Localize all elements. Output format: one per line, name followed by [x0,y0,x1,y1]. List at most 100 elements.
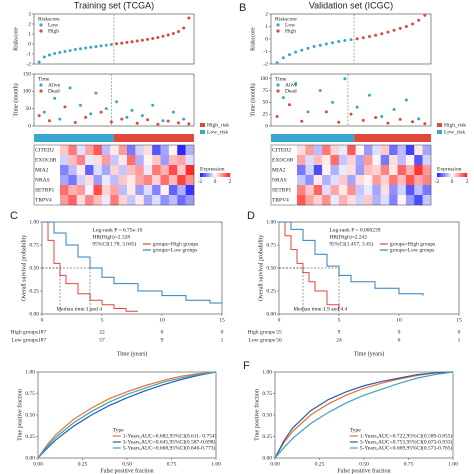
heat-cell [313,195,323,206]
point [337,120,341,124]
heat-cell [93,145,103,156]
point [187,122,191,126]
legend-label: 3-Years,AUC=0.645,95%CI(0.587-0.698) [123,438,216,445]
legend-label: 1-Years,AUC=0.682,95%CI(0.611- 0.754) [123,432,217,439]
point [94,45,98,49]
heat-cell [322,155,331,166]
heat-cell [305,195,314,206]
annotation: Log-rank P = 6.75e-10 [92,227,142,233]
point [349,38,353,42]
legend-marker [39,83,43,87]
y-tick-label: 1 [265,24,268,30]
heat-cell [414,165,423,176]
gradient-step [215,173,217,177]
heat-cell [380,195,390,206]
roc-curve [274,371,454,459]
plot-frame [33,73,195,127]
x-tick-label: 5 [101,317,104,323]
heat-cell [355,175,365,186]
annotation: HR(High)=2.242 [329,233,367,240]
point [89,45,93,49]
gradient-step [207,173,210,177]
group-bar [114,134,194,142]
point [361,118,365,122]
at-risk-count: 56 [276,337,282,343]
heat-cell [127,185,136,196]
gradient-step [210,173,213,177]
heat-cell [405,145,415,156]
y-tick-label: 0.25 [29,288,39,294]
heat-cell [152,165,161,176]
gradient-step [444,173,447,177]
point [182,26,186,30]
x-tick-label: 0 [41,317,44,323]
heat-cell [152,195,161,206]
point [104,107,108,111]
heat-cell [372,175,381,186]
heat-cell [110,185,119,196]
x-axis-label: Time (years) [354,350,385,357]
heat-cell [76,185,86,196]
annotation: 95%CI(1.457, 3.45) [329,240,373,247]
y-tick-label: 0 [28,41,31,47]
heat-cell [76,145,86,156]
survival-curve [279,221,424,296]
heat-cell [414,175,423,186]
plot-frame [270,144,432,206]
legend-label: Dead [48,88,60,94]
heat-cell [101,155,111,166]
x-tick-label: 10 [396,317,402,323]
heat-cell [118,185,128,196]
gradient-step [228,173,231,177]
point [287,53,291,57]
point [349,112,353,116]
legend-label: 1-Years,AUC=0.722,95%CI(0.589-0.855) [360,432,453,439]
heat-cell [380,145,390,156]
x-tick-label: 0.75 [404,461,414,467]
at-risk-count: 6 [398,337,401,343]
risk-row-label: Low groups [249,337,275,343]
heat-cell [93,165,103,176]
heat-cell [330,165,340,176]
plot-frame [270,73,432,127]
point [324,110,328,114]
heat-cell [135,175,144,186]
point [324,42,328,46]
x-tick-label: 0 [278,317,281,323]
heat-cell [85,195,94,206]
legend-label: groups=High groups [153,241,198,247]
legend-tick-label: 0 [451,179,454,185]
y-tick-label: 100 [23,89,32,95]
heat-cell [422,185,432,196]
x-tick-label: 0.25 [315,461,325,467]
point [386,30,390,34]
point [47,119,51,123]
y-axis-label: True positive fraction [16,389,23,441]
heat-cell [101,145,111,156]
gradient-step [459,173,462,177]
gradient-step [450,173,453,177]
annotation: HR(High)=2.328 [92,233,130,240]
median-annotation: Median time:1.9 and 4.4 [293,306,347,312]
x-tick-label: 15 [456,317,462,323]
at-risk-count: 1 [458,337,461,343]
legend-label: High [48,28,59,34]
heat-cell [313,145,323,156]
y-tick-label: 0.50 [25,412,35,418]
at-risk-count: 187 [38,337,47,343]
heat-cell [168,145,178,156]
heat-cell [118,145,128,156]
heat-cell [405,175,415,186]
point [361,36,365,40]
heat-cell [160,165,170,176]
point [318,43,322,47]
gradient-step [453,173,456,177]
point [94,91,98,95]
heat-cell [397,155,407,166]
y-tick-label: 100 [260,76,269,82]
at-risk-count: 55 [276,329,282,335]
point [187,16,191,20]
heat-cell [380,185,390,196]
point [115,100,119,104]
y-tick-label: 0.25 [25,434,35,440]
